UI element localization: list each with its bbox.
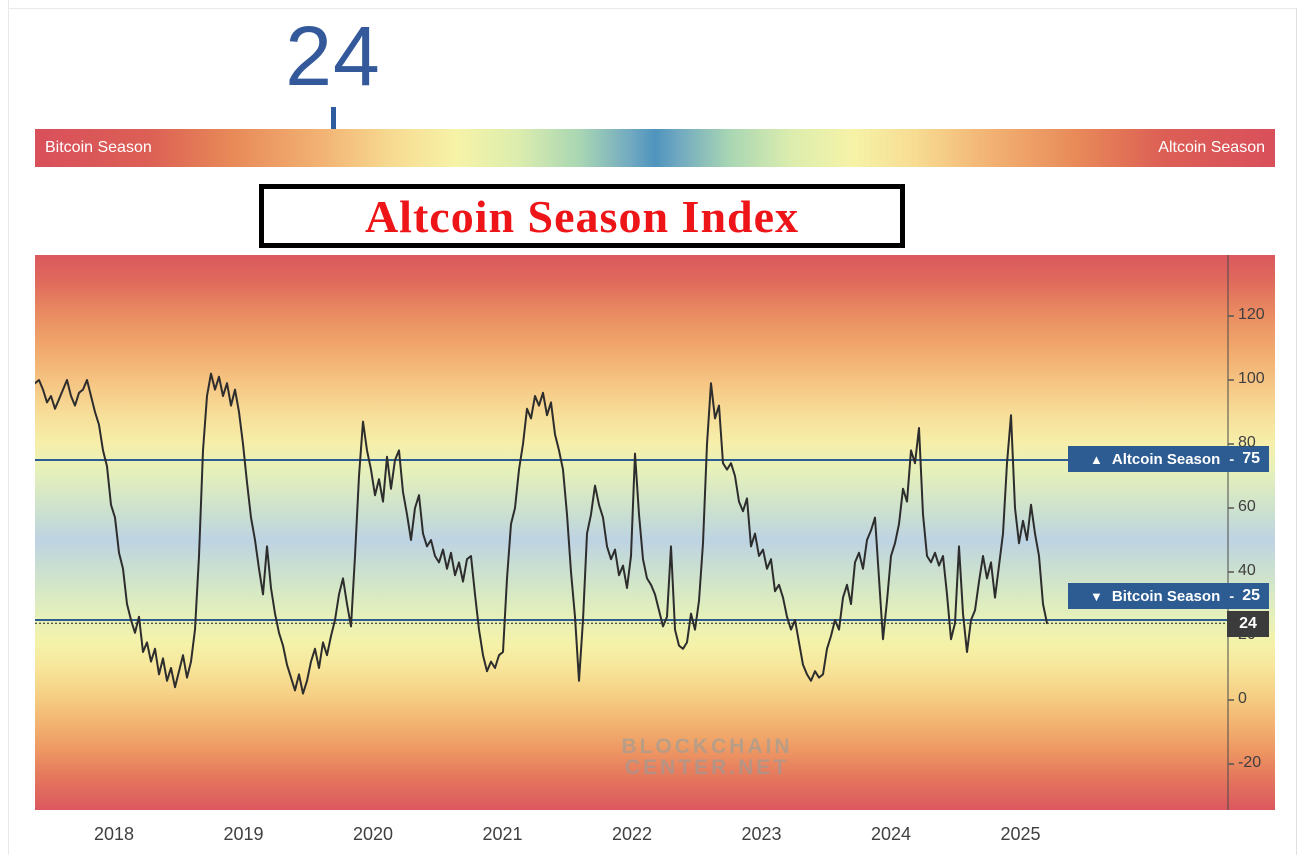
bitcoin-season-threshold-label: ▼ Bitcoin Season - 25 bbox=[1068, 583, 1269, 609]
index-series-line bbox=[35, 372, 1048, 695]
bitcoin-threshold-value: 25 bbox=[1242, 587, 1260, 604]
page-top-border bbox=[8, 8, 1297, 9]
season-gradient-bar: Bitcoin Season Altcoin Season bbox=[35, 129, 1275, 167]
watermark-line2: CENTER.NET bbox=[624, 756, 790, 779]
chart-title: Altcoin Season Index bbox=[364, 190, 800, 242]
bitcoin-threshold-text: Bitcoin Season bbox=[1111, 587, 1221, 605]
x-tick-label: 2021 bbox=[482, 824, 523, 844]
altcoin-season-label: Altcoin Season bbox=[1158, 139, 1265, 156]
index-line-chart bbox=[35, 255, 1234, 810]
x-tick-label: 2018 bbox=[93, 824, 135, 844]
threshold-tick-dash: - bbox=[1229, 587, 1235, 605]
chart-plot-area[interactable]: BLOCKCHAIN CENTER.NET bbox=[35, 255, 1275, 810]
y-tick-label: 120 bbox=[1238, 306, 1265, 323]
blockchaincenter-watermark: BLOCKCHAIN CENTER.NET bbox=[575, 736, 839, 778]
y-tick-label: 0 bbox=[1238, 690, 1247, 707]
current-value-axis-badge: 24 bbox=[1227, 611, 1269, 637]
y-tick-label: 40 bbox=[1238, 562, 1256, 579]
y-tick-label: 20 bbox=[1238, 626, 1256, 643]
chart-title-box: Altcoin Season Index bbox=[259, 184, 905, 248]
threshold-tick-dash: - bbox=[1229, 450, 1235, 468]
y-tick-label: 80 bbox=[1238, 434, 1256, 451]
bitcoin-season-label: Bitcoin Season bbox=[45, 139, 152, 156]
triangle-up-icon: ▲ bbox=[1090, 451, 1103, 467]
current-value-text: 24 bbox=[1239, 615, 1257, 632]
altcoin-threshold-value: 75 bbox=[1242, 450, 1260, 467]
x-tick-label: 2024 bbox=[870, 824, 912, 844]
page-left-border bbox=[8, 0, 9, 855]
y-tick-label: -20 bbox=[1238, 754, 1262, 771]
x-tick-label: 2023 bbox=[741, 824, 782, 844]
current-index-value: 24 bbox=[285, 9, 381, 103]
altcoin-threshold-text: Altcoin Season bbox=[1111, 450, 1221, 468]
x-tick-label: 2022 bbox=[611, 824, 653, 844]
x-tick-label: 2020 bbox=[352, 824, 394, 844]
page-right-border bbox=[1296, 8, 1297, 855]
y-tick-label: 100 bbox=[1238, 370, 1265, 387]
x-tick-label: 2019 bbox=[223, 824, 264, 844]
y-tick-label: 60 bbox=[1238, 498, 1256, 515]
watermark-line1: BLOCKCHAIN bbox=[621, 735, 793, 758]
x-tick-label: 2025 bbox=[1000, 824, 1041, 844]
triangle-down-icon: ▼ bbox=[1090, 588, 1103, 604]
altcoin-season-threshold-label: ▲ Altcoin Season - 75 bbox=[1068, 446, 1269, 472]
